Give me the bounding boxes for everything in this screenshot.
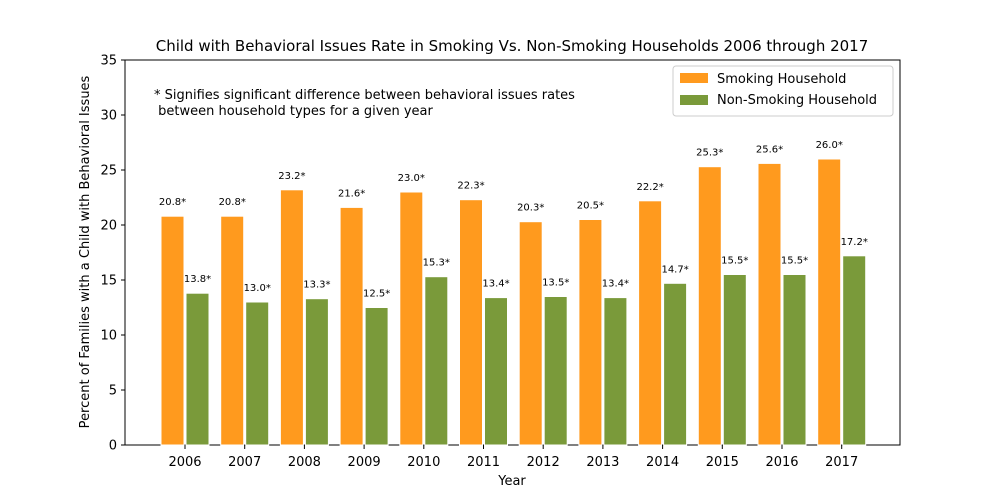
bar-non-smoking-2006 (185, 292, 210, 446)
bar-labels-group: 20.8* 13.8* 20.8* 13.0* 23.2* 13.3* 21.6* 12.5*… (159, 140, 868, 300)
y-axis-label: Percent of Families with a Child with Be… (78, 75, 93, 428)
bar-smoking-2006 (160, 215, 185, 446)
chart-title: Child with Behavioral Issues Rate in Smo… (156, 37, 869, 55)
bar-label-smoking-2007: 20.8* (219, 197, 246, 208)
x-tick-label-2015: 2015 (706, 455, 739, 470)
bar-smoking-2009 (339, 206, 364, 446)
x-tick-label-2009: 2009 (348, 455, 381, 470)
bar-non-smoking-2010 (424, 276, 449, 446)
x-tick-label-2017: 2017 (825, 455, 858, 470)
bar-label-non-smoking-2012: 13.5* (542, 278, 569, 289)
significance-note-line-2: between household types for a given year (154, 104, 434, 119)
bar-label-non-smoking-2009: 12.5* (363, 289, 390, 300)
legend-box (672, 65, 894, 117)
bar-label-smoking-2012: 20.3* (517, 203, 544, 214)
legend-label-non-smoking: Non-Smoking Household (717, 93, 877, 108)
y-tick-label-5: 5 (109, 384, 117, 399)
bar-smoking-2014 (638, 200, 663, 446)
bar-smoking-2008 (279, 189, 304, 446)
y-tick-label-10: 10 (100, 329, 117, 344)
bar-label-non-smoking-2015: 15.5* (721, 256, 748, 267)
x-tick-label-2010: 2010 (407, 455, 440, 470)
y-tick-label-15: 15 (100, 274, 117, 289)
bar-smoking-2017 (817, 158, 842, 446)
bar-non-smoking-2011 (484, 297, 508, 446)
bars-group (160, 158, 867, 446)
y-tick-label-30: 30 (100, 109, 117, 124)
bar-label-smoking-2011: 22.3* (457, 181, 484, 192)
bar-label-smoking-2014: 22.2* (636, 182, 663, 193)
y-tick-label-35: 35 (100, 54, 117, 69)
bar-label-smoking-2010: 23.0* (398, 173, 425, 184)
bar-label-non-smoking-2013: 13.4* (602, 279, 629, 290)
bar-label-smoking-2017: 26.0* (816, 140, 843, 151)
x-tick-label-2014: 2014 (646, 455, 679, 470)
bar-smoking-2010 (399, 191, 424, 446)
legend: Smoking Household Non-Smoking Household (672, 65, 894, 117)
bar-non-smoking-2009 (364, 307, 389, 446)
bar-non-smoking-2007 (245, 301, 270, 446)
bar-smoking-2016 (757, 162, 782, 446)
bar-smoking-2013 (578, 219, 603, 446)
bar-label-non-smoking-2006: 13.8* (184, 274, 211, 285)
x-tick-label-2006: 2006 (168, 455, 201, 470)
bar-label-smoking-2006: 20.8* (159, 197, 186, 208)
bar-label-non-smoking-2017: 17.2* (841, 237, 868, 248)
x-tick-label-2008: 2008 (288, 455, 321, 470)
x-axis-ticks: 2006 2007 2008 2009 2010 2011 2012 2013 2014 2015… (168, 445, 858, 470)
bar-non-smoking-2008 (304, 298, 329, 446)
x-tick-label-2007: 2007 (228, 455, 261, 470)
bar-label-non-smoking-2008: 13.3* (303, 280, 330, 291)
y-tick-label-0: 0 (109, 439, 117, 454)
x-tick-label-2011: 2011 (467, 455, 500, 470)
y-axis-ticks: 0 5 10 15 20 25 30 35 (100, 54, 125, 454)
significance-note: * Signifies significant difference betwe… (154, 88, 575, 119)
bar-label-smoking-2015: 25.3* (696, 148, 723, 159)
legend-label-smoking: Smoking Household (717, 72, 846, 87)
bar-label-smoking-2016: 25.6* (756, 144, 783, 155)
bar-label-non-smoking-2011: 13.4* (482, 279, 509, 290)
bar-non-smoking-2016 (782, 274, 807, 446)
x-tick-label-2012: 2012 (527, 455, 560, 470)
bar-non-smoking-2014 (663, 282, 688, 446)
bar-smoking-2015 (697, 166, 722, 446)
bar-label-non-smoking-2016: 15.5* (781, 256, 808, 267)
bar-label-non-smoking-2014: 14.7* (661, 264, 688, 275)
bar-non-smoking-2017 (842, 255, 867, 446)
bar-label-non-smoking-2007: 13.0* (244, 283, 271, 294)
x-tick-label-2013: 2013 (586, 455, 619, 470)
significance-note-line-1: * Signifies significant difference betwe… (154, 88, 575, 103)
bar-smoking-2007 (220, 215, 245, 446)
bar-label-smoking-2009: 21.6* (338, 188, 365, 199)
legend-swatch-smoking (680, 73, 708, 83)
bar-smoking-2011 (459, 199, 483, 446)
x-axis-label: Year (497, 474, 526, 489)
legend-swatch-non-smoking (680, 95, 708, 105)
bar-label-smoking-2008: 23.2* (278, 171, 305, 182)
bar-smoking-2012 (518, 221, 543, 446)
bar-non-smoking-2012 (543, 296, 568, 446)
bar-label-smoking-2013: 20.5* (577, 201, 604, 212)
bar-non-smoking-2015 (722, 274, 747, 446)
bar-label-non-smoking-2010: 15.3* (423, 258, 450, 269)
plot-area: 20.8* 13.8* 20.8* 13.0* 23.2* 13.3* 21.6* 12.5*… (100, 54, 901, 470)
bar-non-smoking-2013 (603, 297, 628, 446)
x-tick-label-2016: 2016 (765, 455, 798, 470)
y-tick-label-20: 20 (100, 219, 117, 234)
y-tick-label-25: 25 (100, 164, 117, 179)
